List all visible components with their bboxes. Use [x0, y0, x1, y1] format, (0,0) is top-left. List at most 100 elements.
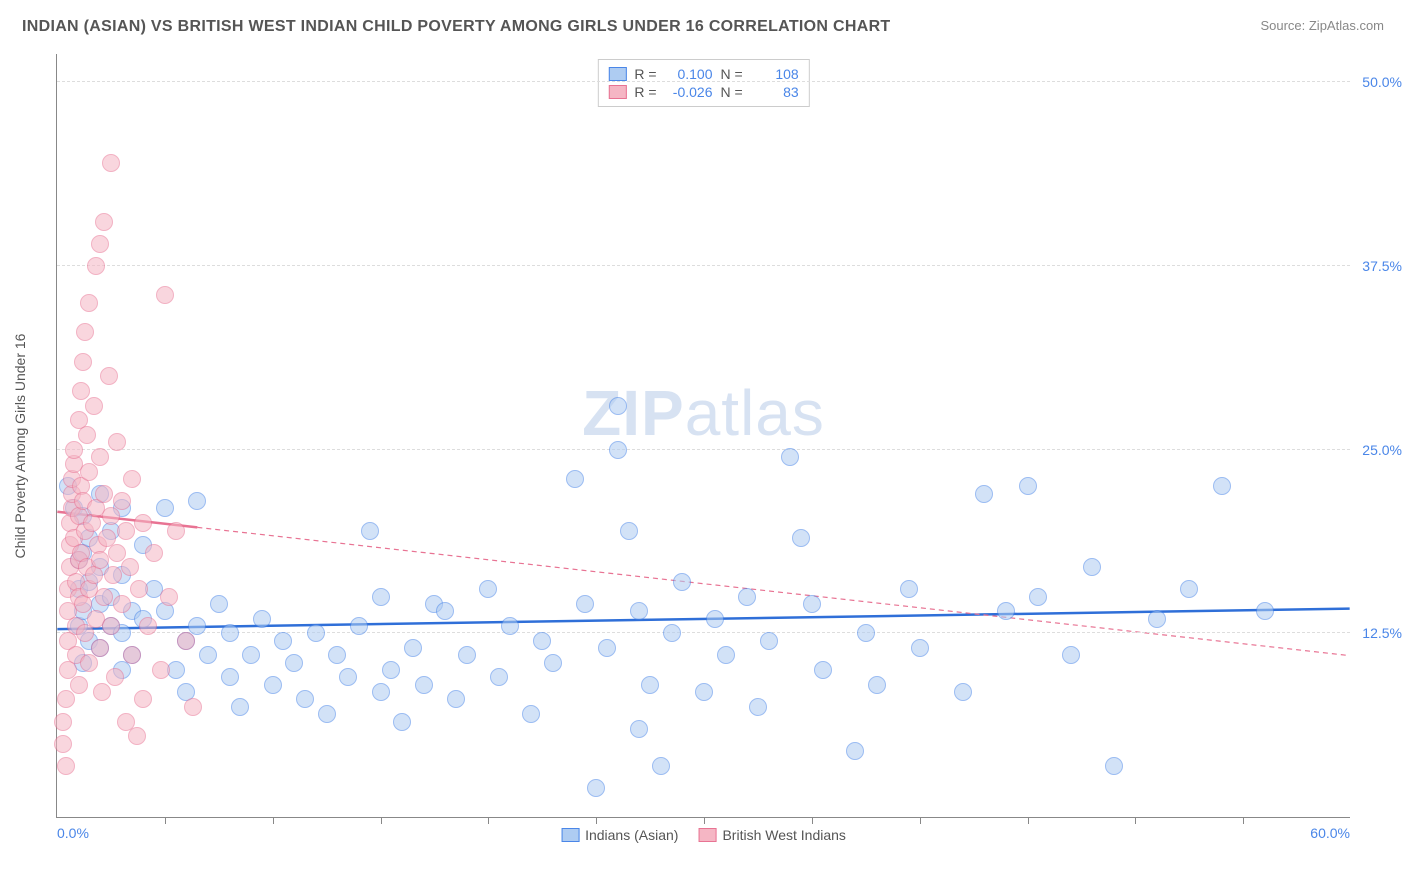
data-point-bwi — [70, 676, 88, 694]
n-value-indians: 108 — [751, 66, 799, 82]
data-point-indians — [663, 624, 681, 642]
n-value-bwi: 83 — [751, 84, 799, 100]
data-point-bwi — [145, 544, 163, 562]
x-tick — [1243, 817, 1244, 824]
data-point-bwi — [108, 544, 126, 562]
legend-swatch-indians — [561, 828, 579, 842]
data-point-bwi — [134, 690, 152, 708]
data-point-bwi — [130, 580, 148, 598]
data-point-bwi — [95, 588, 113, 606]
stats-legend: R = 0.100 N = 108 R = -0.026 N = 83 — [597, 59, 809, 107]
r-value-bwi: -0.026 — [665, 84, 713, 100]
data-point-indians — [436, 602, 454, 620]
r-label: R = — [634, 84, 656, 100]
data-point-indians — [490, 668, 508, 686]
x-tick — [920, 817, 921, 824]
data-point-bwi — [102, 507, 120, 525]
data-point-bwi — [134, 514, 152, 532]
data-point-indians — [350, 617, 368, 635]
data-point-bwi — [113, 595, 131, 613]
data-point-indians — [900, 580, 918, 598]
legend-swatch-bwi — [698, 828, 716, 842]
data-point-bwi — [76, 624, 94, 642]
data-point-bwi — [167, 522, 185, 540]
data-point-indians — [576, 595, 594, 613]
x-tick — [704, 817, 705, 824]
data-point-indians — [372, 588, 390, 606]
n-label: N = — [721, 66, 743, 82]
x-axis-end: 60.0% — [1310, 825, 1350, 841]
data-point-bwi — [91, 235, 109, 253]
data-point-indians — [231, 698, 249, 716]
data-point-indians — [188, 492, 206, 510]
data-point-indians — [361, 522, 379, 540]
data-point-indians — [253, 610, 271, 628]
data-point-indians — [447, 690, 465, 708]
legend-label-bwi: British West Indians — [722, 827, 845, 843]
data-point-indians — [318, 705, 336, 723]
data-point-bwi — [91, 551, 109, 569]
data-point-bwi — [106, 668, 124, 686]
data-point-indians — [307, 624, 325, 642]
r-label: R = — [634, 66, 656, 82]
data-point-bwi — [139, 617, 157, 635]
data-point-bwi — [117, 522, 135, 540]
data-point-indians — [846, 742, 864, 760]
data-point-bwi — [93, 683, 111, 701]
data-point-bwi — [100, 367, 118, 385]
data-point-bwi — [54, 735, 72, 753]
data-point-indians — [911, 639, 929, 657]
y-tick-label: 37.5% — [1362, 258, 1402, 274]
data-point-indians — [382, 661, 400, 679]
gridline — [57, 265, 1350, 266]
data-point-indians — [620, 522, 638, 540]
data-point-indians — [221, 624, 239, 642]
source-attribution: Source: ZipAtlas.com — [1260, 18, 1384, 33]
data-point-bwi — [80, 654, 98, 672]
data-point-bwi — [87, 257, 105, 275]
x-tick — [381, 817, 382, 824]
gridline — [57, 449, 1350, 450]
data-point-indians — [673, 573, 691, 591]
data-point-indians — [1256, 602, 1274, 620]
watermark-light: atlas — [685, 377, 825, 449]
data-point-bwi — [121, 558, 139, 576]
data-point-indians — [609, 397, 627, 415]
data-point-indians — [1148, 610, 1166, 628]
data-point-indians — [544, 654, 562, 672]
data-point-indians — [641, 676, 659, 694]
x-tick — [488, 817, 489, 824]
data-point-bwi — [104, 566, 122, 584]
stats-row-bwi: R = -0.026 N = 83 — [608, 83, 798, 101]
data-point-indians — [706, 610, 724, 628]
x-tick — [165, 817, 166, 824]
data-point-bwi — [177, 632, 195, 650]
data-point-bwi — [91, 448, 109, 466]
legend-item-indians: Indians (Asian) — [561, 827, 678, 843]
data-point-indians — [393, 713, 411, 731]
swatch-bwi — [608, 85, 626, 99]
data-point-indians — [609, 441, 627, 459]
x-tick — [1135, 817, 1136, 824]
x-tick — [1028, 817, 1029, 824]
data-point-indians — [717, 646, 735, 664]
data-point-indians — [479, 580, 497, 598]
data-point-indians — [566, 470, 584, 488]
series-legend: Indians (Asian) British West Indians — [561, 827, 846, 843]
data-point-bwi — [54, 713, 72, 731]
swatch-indians — [608, 67, 626, 81]
data-point-indians — [814, 661, 832, 679]
data-point-indians — [997, 602, 1015, 620]
data-point-indians — [372, 683, 390, 701]
data-point-indians — [296, 690, 314, 708]
stats-row-indians: R = 0.100 N = 108 — [608, 65, 798, 83]
data-point-bwi — [80, 294, 98, 312]
data-point-bwi — [76, 323, 94, 341]
data-point-bwi — [184, 698, 202, 716]
legend-item-bwi: British West Indians — [698, 827, 845, 843]
data-point-bwi — [102, 154, 120, 172]
data-point-bwi — [113, 492, 131, 510]
x-tick — [812, 817, 813, 824]
data-point-indians — [630, 602, 648, 620]
data-point-indians — [857, 624, 875, 642]
